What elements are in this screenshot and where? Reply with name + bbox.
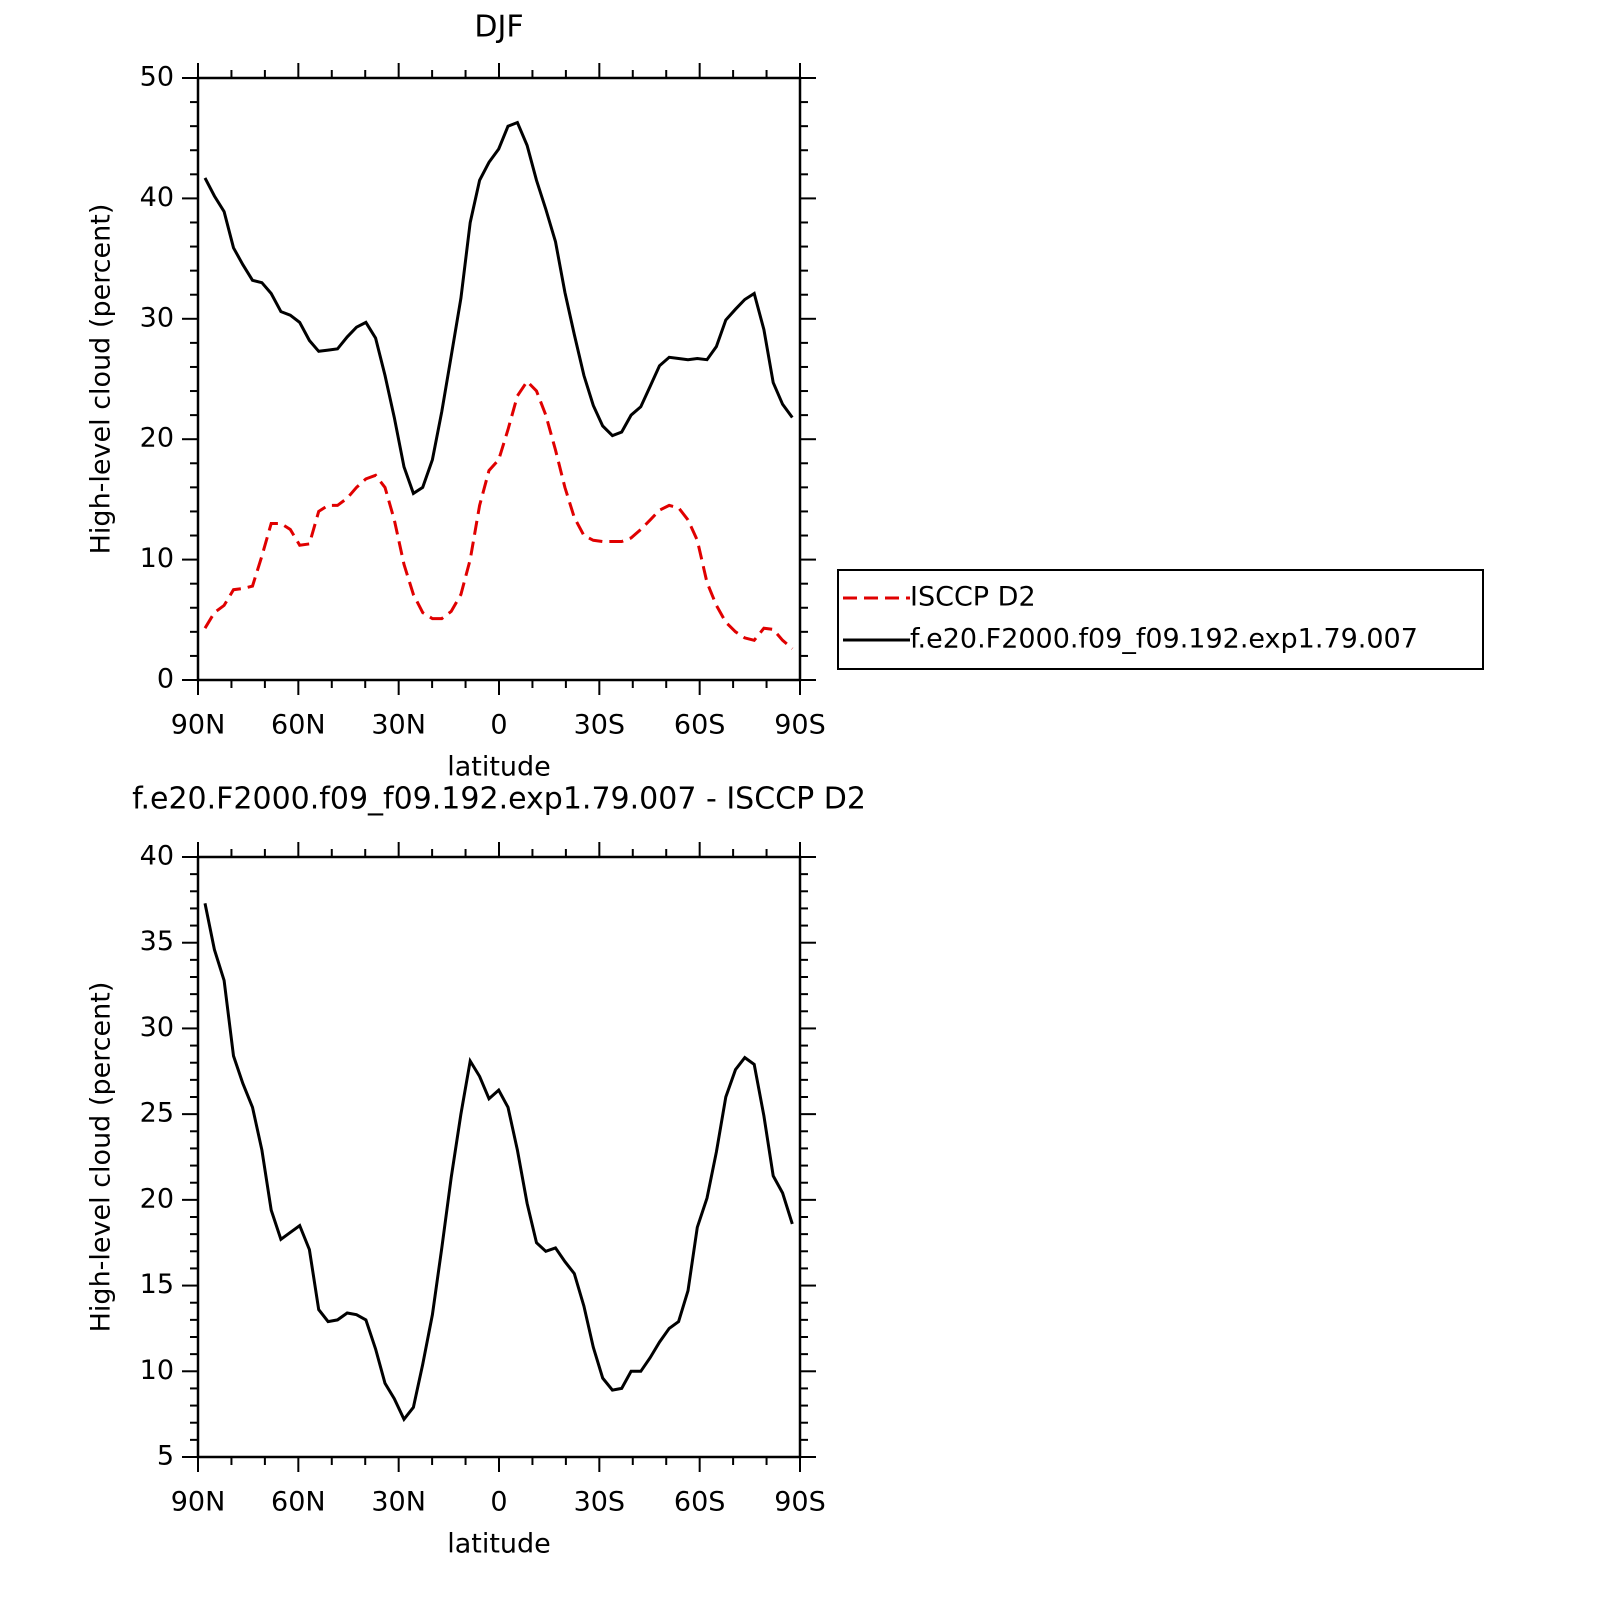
y-tick-label: 30 xyxy=(140,1012,174,1043)
y-tick-label: 0 xyxy=(157,664,174,695)
x-tick-label: 30S xyxy=(574,710,626,741)
chart-title: DJF xyxy=(474,10,523,45)
chart-title: f.e20.F2000.f09_f09.192.exp1.79.007 - IS… xyxy=(132,782,866,817)
x-tick-label: 90N xyxy=(171,1487,226,1518)
plot-frame xyxy=(196,76,802,682)
legend-box xyxy=(837,569,1484,670)
data-line xyxy=(203,379,794,650)
y-tick-label: 40 xyxy=(140,182,174,213)
y-tick-label: 10 xyxy=(140,1355,174,1386)
x-tick-label: 30S xyxy=(574,1487,626,1518)
y-tick-label: 10 xyxy=(140,543,174,574)
y-tick-label: 40 xyxy=(140,841,174,872)
panel: f.e20.F2000.f09_f09.192.exp1.79.007 - IS… xyxy=(86,782,866,1560)
x-axis-label: latitude xyxy=(447,752,551,783)
y-tick-label: 50 xyxy=(140,62,174,93)
y-tick-label: 30 xyxy=(140,302,174,333)
x-axis-label: latitude xyxy=(447,1529,551,1560)
y-tick-label: 20 xyxy=(140,1183,174,1214)
y-axis-label: High-level cloud (percent) xyxy=(86,982,117,1333)
plot-frame xyxy=(196,855,802,1459)
panel: DJF latitude High-level cloud (percent) 90N… xyxy=(86,10,1484,783)
y-axis-label: High-level cloud (percent) xyxy=(86,204,117,555)
legend-label: ISCCP D2 xyxy=(910,582,1036,613)
x-tick-label: 90N xyxy=(171,710,226,741)
data-line xyxy=(203,903,794,1423)
y-tick-label: 5 xyxy=(157,1441,174,1472)
x-tick-label: 60S xyxy=(674,710,726,741)
x-tick-label: 90S xyxy=(774,1487,826,1518)
x-tick-label: 30N xyxy=(371,710,426,741)
y-tick-label: 15 xyxy=(140,1269,174,1300)
x-tick-label: 90S xyxy=(774,710,826,741)
x-tick-label: 30N xyxy=(371,1487,426,1518)
legend-label: f.e20.F2000.f09_f09.192.exp1.79.007 xyxy=(910,624,1418,655)
y-tick-label: 20 xyxy=(140,423,174,454)
x-tick-label: 60N xyxy=(271,1487,326,1518)
data-line xyxy=(203,120,794,496)
x-tick-label: 60S xyxy=(674,1487,726,1518)
x-tick-label: 0 xyxy=(490,1487,507,1518)
y-tick-label: 35 xyxy=(140,926,174,957)
y-tick-label: 25 xyxy=(140,1098,174,1129)
x-tick-label: 0 xyxy=(490,710,507,741)
x-tick-label: 60N xyxy=(271,710,326,741)
